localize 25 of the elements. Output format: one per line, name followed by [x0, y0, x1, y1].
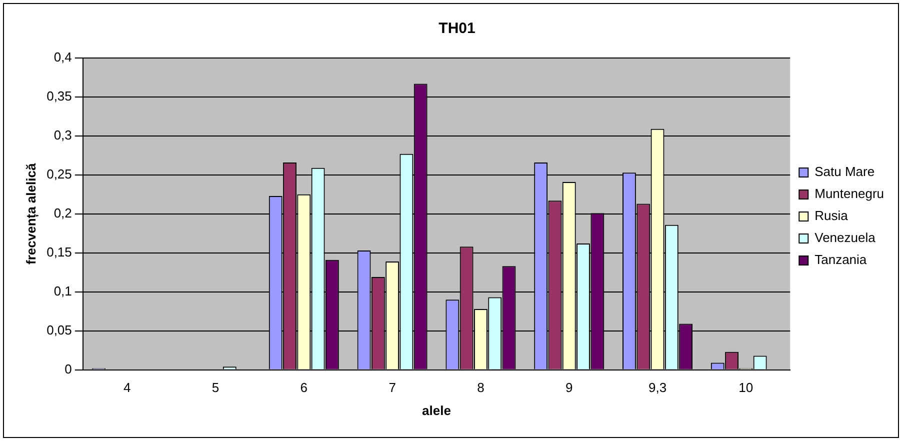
legend-label: Rusia — [814, 208, 849, 224]
x-tick-label: 9 — [565, 380, 573, 396]
y-tick-label: 0,35 — [46, 88, 72, 104]
y-tick-label: 0,1 — [54, 283, 72, 298]
x-axis-title: alele — [422, 402, 451, 418]
y-tick-label: 0,05 — [46, 322, 72, 338]
y-tick-label: 0,15 — [46, 244, 72, 260]
y-tick-label: 0,25 — [46, 166, 72, 182]
y-tick-label: 0,4 — [54, 50, 72, 65]
x-tick-label: 10 — [738, 380, 754, 396]
legend-label: Satu Mare — [814, 164, 875, 180]
legend-label: Muntenegru — [814, 186, 884, 202]
x-tick-label: 6 — [300, 380, 308, 396]
y-tick-label: 0 — [64, 361, 72, 376]
x-tick-label: 7 — [388, 380, 396, 396]
legend-label: Venezuela — [814, 230, 876, 246]
x-tick-label: 9,3 — [648, 380, 667, 396]
x-tick-label: 8 — [477, 380, 484, 396]
x-tick-label: 4 — [123, 380, 131, 396]
x-tick-label: 5 — [212, 380, 220, 396]
y-tick-label: 0,3 — [54, 128, 72, 143]
chart-title: TH01 — [438, 20, 476, 38]
legend-label: Tanzania — [814, 252, 868, 268]
y-tick-label: 0,2 — [54, 205, 72, 220]
y-axis-title: frecvența alelică — [23, 162, 40, 264]
